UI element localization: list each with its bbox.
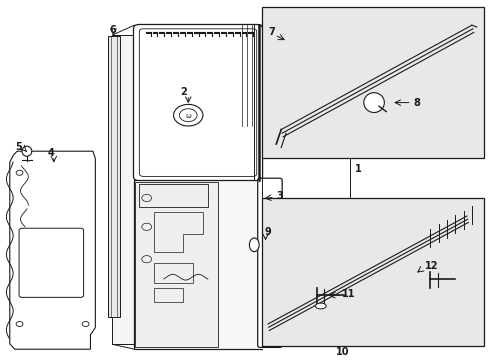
Text: 2: 2 [180,87,186,97]
Circle shape [173,104,203,126]
Bar [134,180,261,349]
Text: 12: 12 [424,261,437,271]
Text: 4: 4 [48,148,55,158]
Ellipse shape [315,303,325,309]
Text: 11: 11 [342,289,355,300]
FancyBboxPatch shape [257,178,282,347]
Bar [261,7,483,158]
Text: 5: 5 [15,142,22,152]
Text: 9: 9 [264,227,270,237]
Bar [261,198,483,346]
Bar [154,288,183,302]
Ellipse shape [363,93,384,112]
Text: 3: 3 [276,191,283,201]
Text: 7: 7 [267,27,274,37]
Polygon shape [112,35,239,345]
Text: ω: ω [185,113,191,119]
Bar [139,184,207,207]
Bar [261,151,349,200]
Ellipse shape [22,146,32,156]
Ellipse shape [249,238,259,252]
Text: 6: 6 [109,24,116,35]
Text: 10: 10 [335,347,348,357]
Text: 1: 1 [354,164,361,174]
FancyBboxPatch shape [133,24,262,181]
Bar [107,36,120,317]
Bar [154,263,193,283]
Polygon shape [10,151,95,349]
Text: 8: 8 [412,98,419,108]
Bar [135,182,218,347]
Bar [259,180,278,349]
